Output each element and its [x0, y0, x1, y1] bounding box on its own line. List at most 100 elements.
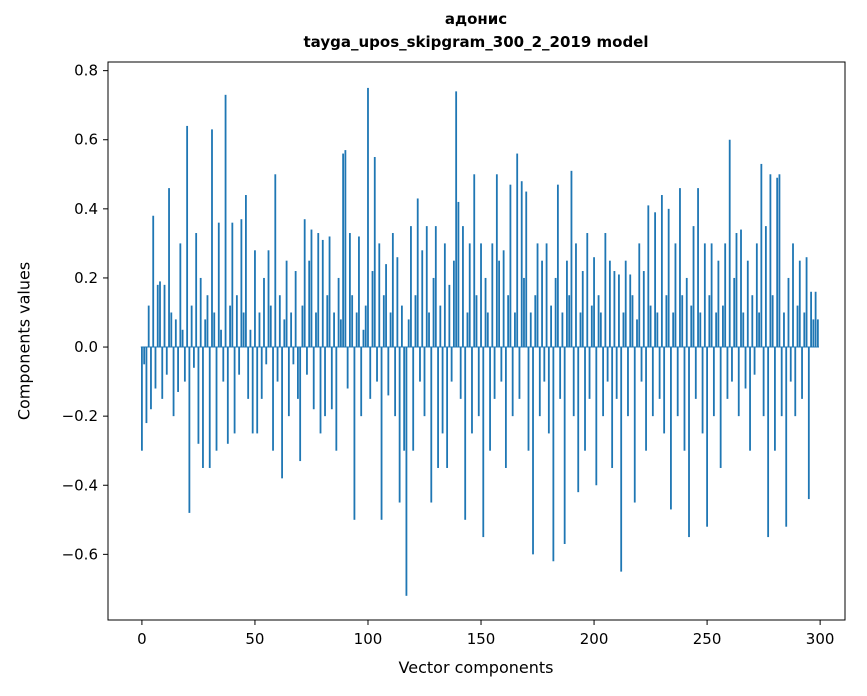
bar: [778, 174, 781, 348]
bar: [525, 191, 528, 348]
bar: [611, 347, 614, 468]
bar: [498, 260, 501, 348]
bar: [224, 94, 227, 348]
bar: [789, 347, 792, 382]
bar: [434, 226, 437, 348]
x-tick-label: 250: [693, 630, 722, 648]
bar: [694, 347, 697, 399]
bar: [206, 295, 209, 348]
bar: [760, 163, 763, 348]
bar: [199, 277, 202, 348]
bar: [502, 250, 505, 348]
chart-title: адонис: [444, 10, 508, 28]
bar: [202, 347, 204, 468]
bar: [324, 347, 326, 417]
bar: [570, 170, 573, 348]
bar: [337, 277, 340, 348]
bar: [726, 347, 729, 399]
bar: [346, 347, 349, 389]
bar: [145, 347, 148, 424]
bar: [391, 233, 394, 348]
bar: [154, 347, 157, 389]
bar: [283, 319, 286, 348]
bar: [633, 347, 636, 503]
bar: [572, 347, 575, 417]
bar: [538, 347, 541, 417]
bar: [780, 347, 783, 417]
x-tick-label: 100: [354, 630, 383, 648]
bar: [278, 295, 281, 348]
bar: [484, 277, 487, 348]
bar: [387, 347, 390, 396]
bar: [758, 312, 760, 348]
bar: [195, 233, 198, 348]
bar: [561, 312, 564, 348]
bar: [660, 195, 663, 348]
bar: [400, 305, 403, 348]
bar: [272, 347, 274, 451]
bar: [801, 347, 803, 399]
bar: [590, 305, 593, 348]
bar: [615, 347, 618, 399]
bar: [755, 243, 758, 348]
bar: [618, 274, 620, 348]
bar: [362, 329, 365, 348]
bar: [787, 277, 790, 348]
bar: [179, 243, 182, 348]
bar: [751, 295, 754, 348]
bar: [150, 347, 152, 410]
bar: [229, 305, 231, 348]
bar: [613, 271, 616, 348]
bar: [636, 319, 638, 348]
bar: [468, 243, 471, 348]
y-tick-label: 0.6: [74, 131, 98, 149]
bar: [622, 312, 625, 348]
bar: [803, 312, 806, 348]
bar: [353, 347, 356, 520]
bar: [486, 312, 489, 348]
bar: [547, 347, 550, 434]
bar: [398, 347, 401, 503]
bar: [315, 312, 317, 348]
bar: [733, 277, 736, 348]
bar: [769, 174, 772, 348]
y-tick-label: −0.6: [62, 545, 98, 563]
bar: [708, 295, 711, 348]
bar: [181, 329, 184, 348]
y-tick-label: 0.0: [74, 338, 98, 356]
bar: [767, 347, 770, 538]
bar: [421, 250, 424, 348]
bar: [552, 347, 555, 562]
bar: [667, 208, 670, 348]
bar: [358, 236, 360, 348]
bar: [448, 284, 451, 348]
y-tick-label: 0.8: [74, 62, 98, 80]
bar: [577, 347, 580, 493]
bar: [559, 347, 562, 399]
bar: [380, 347, 383, 520]
bar: [715, 312, 718, 348]
x-tick-label: 150: [467, 630, 496, 648]
bar: [437, 347, 439, 468]
bar: [563, 347, 566, 544]
bar: [685, 277, 688, 348]
bar: [602, 347, 605, 417]
bar: [663, 347, 666, 434]
bar: [719, 347, 722, 468]
y-tick-label: 0.2: [74, 269, 98, 287]
bar: [495, 174, 498, 348]
bar: [267, 250, 270, 348]
bar: [339, 319, 342, 348]
bar: [240, 219, 243, 348]
x-axis-label: Vector components: [398, 658, 554, 677]
bar: [215, 347, 218, 451]
bar: [740, 229, 742, 348]
bar: [188, 347, 191, 513]
bar: [152, 215, 155, 348]
bar: [430, 347, 433, 503]
plot-frame: [107, 61, 846, 621]
bar: [220, 329, 222, 348]
bar: [588, 347, 591, 399]
bar: [355, 312, 358, 348]
y-tick-label: −0.4: [62, 476, 98, 494]
